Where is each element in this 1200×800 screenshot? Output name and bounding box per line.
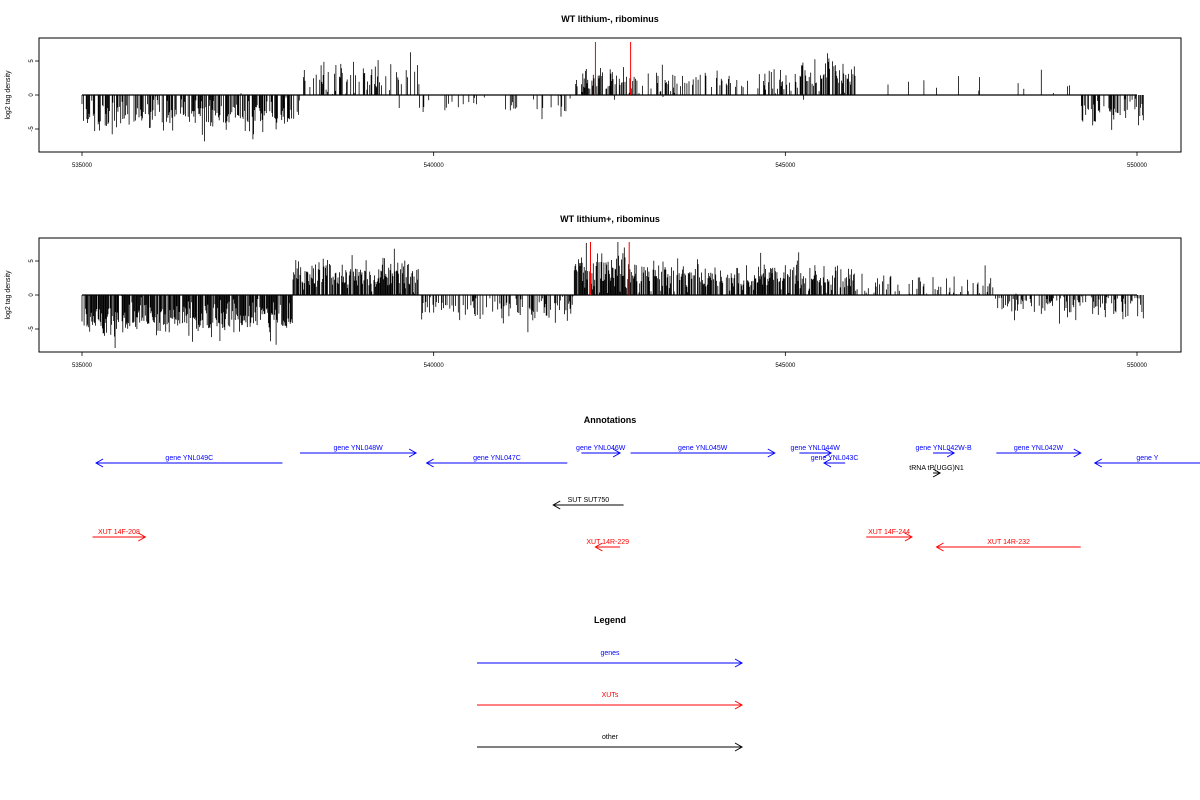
- annotation-feature: tRNA tP(UGG)N1: [909, 465, 964, 478]
- feature-label: XUT 14R-232: [987, 539, 1030, 546]
- bar-group: [81, 52, 1144, 142]
- feature-label: XUT 14R-229: [586, 539, 629, 546]
- x-tick-label: 545000: [775, 363, 796, 369]
- annotation-items: gene YNL049C gene YNL048W gene YNL047C gene…: [92, 445, 1200, 552]
- annotation-feature: gene YNL045W: [630, 445, 776, 458]
- feature-label: gene YNL042W: [1014, 445, 1064, 452]
- legend-arrow-head: [734, 742, 744, 752]
- feature-arrow-head: [95, 458, 104, 468]
- feature-label: XUT 14F-208: [98, 529, 140, 536]
- feature-arrow-head: [425, 458, 434, 468]
- feature-arrow-head: [946, 448, 956, 458]
- legend-item: other: [477, 734, 744, 752]
- y-tick-label: -5: [29, 326, 35, 332]
- annotation-feature: gene YNL042W: [996, 445, 1082, 458]
- feature-label: gene Y: [1136, 455, 1158, 462]
- x-tick-label: 535000: [72, 163, 93, 169]
- y-axis-label: log2 tag density: [5, 70, 12, 120]
- annotation-feature: XUT 14F-208: [92, 529, 147, 542]
- y-tick-label: -5: [29, 126, 35, 132]
- feature-label: SUT SUT750: [568, 497, 610, 504]
- feature-arrow-head: [138, 532, 147, 542]
- legend-item: XUTs: [477, 692, 744, 710]
- annotation-feature: XUT 14R-232: [935, 539, 1081, 552]
- legend-arrow-head: [734, 700, 744, 710]
- track-panel-lithium-minus: WT lithium-, ribominus log2 tag density …: [5, 14, 1182, 169]
- legend: Legend genes XUTs other: [477, 615, 744, 752]
- feature-label: gene YNL048W: [333, 445, 383, 452]
- feature-label: gene YNL043C: [811, 455, 859, 462]
- annotation-feature: gene YNL044W: [791, 445, 841, 458]
- y-tick-label: 0: [29, 93, 35, 97]
- legend-items: genes XUTs other: [477, 650, 744, 752]
- feature-arrow-head: [767, 448, 776, 458]
- plot-area: -5 0 5 535000 540000 545000 550000: [29, 37, 1182, 169]
- legend-label: genes: [600, 650, 620, 657]
- x-tick-label: 535000: [72, 363, 93, 369]
- panel-title: WT lithium+, ribominus: [560, 214, 660, 224]
- annotation-feature: gene YNL049C: [95, 455, 283, 468]
- annotation-feature: gene YNL046W: [576, 445, 626, 458]
- annotation-feature: gene YNL042W-B: [916, 445, 972, 458]
- feature-label: gene YNL044W: [791, 445, 841, 452]
- feature-arrow-head: [408, 448, 418, 458]
- feature-arrow-head: [1093, 458, 1103, 468]
- feature-arrow-head: [612, 448, 622, 458]
- legend-label: XUTs: [602, 692, 619, 699]
- feature-label: XUT 14F-244: [868, 529, 910, 536]
- panel-title: WT lithium-, ribominus: [561, 14, 659, 24]
- feature-arrow-head: [552, 500, 561, 510]
- feature-arrow-head: [823, 458, 832, 468]
- feature-label: gene YNL047C: [473, 455, 521, 462]
- x-tick-label: 550000: [1127, 163, 1148, 169]
- x-tick-label: 550000: [1127, 363, 1148, 369]
- legend-label: other: [602, 734, 619, 741]
- annotation-feature: SUT SUT750: [552, 497, 624, 510]
- annotation-feature: gene YNL043C: [811, 455, 859, 468]
- legend-title: Legend: [594, 615, 626, 625]
- plot-area: -5 0 5 535000 540000 545000 550000: [29, 237, 1182, 369]
- y-tick-label: 5: [29, 259, 35, 263]
- annotation-feature: gene YNL047C: [425, 455, 568, 468]
- x-tick-label: 545000: [775, 163, 796, 169]
- legend-arrow-head: [734, 658, 744, 668]
- feature-label: gene YNL045W: [678, 445, 728, 452]
- legend-item: genes: [477, 650, 744, 668]
- x-tick-label: 540000: [424, 163, 445, 169]
- x-tick-label: 540000: [424, 363, 445, 369]
- track-panel-lithium-plus: WT lithium+, ribominus log2 tag density …: [5, 214, 1182, 369]
- feature-label: gene YNL049C: [165, 455, 213, 462]
- feature-arrow-head: [823, 448, 833, 458]
- bar-group: [81, 242, 1144, 348]
- y-axis-label: log2 tag density: [5, 270, 12, 320]
- annotations-title: Annotations: [584, 415, 637, 425]
- feature-label: tRNA tP(UGG)N1: [909, 465, 964, 472]
- annotation-feature: gene YNL048W: [300, 445, 418, 458]
- annotation-feature: gene Y: [1093, 455, 1200, 468]
- feature-arrow-head: [904, 532, 913, 542]
- feature-label: gene YNL042W-B: [916, 445, 972, 452]
- feature-arrow-head: [1073, 448, 1082, 458]
- feature-arrow-head: [935, 542, 944, 552]
- feature-label: gene YNL046W: [576, 445, 626, 452]
- annotation-feature: XUT 14R-229: [586, 539, 629, 552]
- y-tick-label: 0: [29, 293, 35, 297]
- feature-arrow-head: [594, 542, 603, 552]
- annotation-feature: XUT 14F-244: [866, 529, 913, 542]
- y-tick-label: 5: [29, 59, 35, 63]
- feature-arrow-head: [932, 468, 942, 478]
